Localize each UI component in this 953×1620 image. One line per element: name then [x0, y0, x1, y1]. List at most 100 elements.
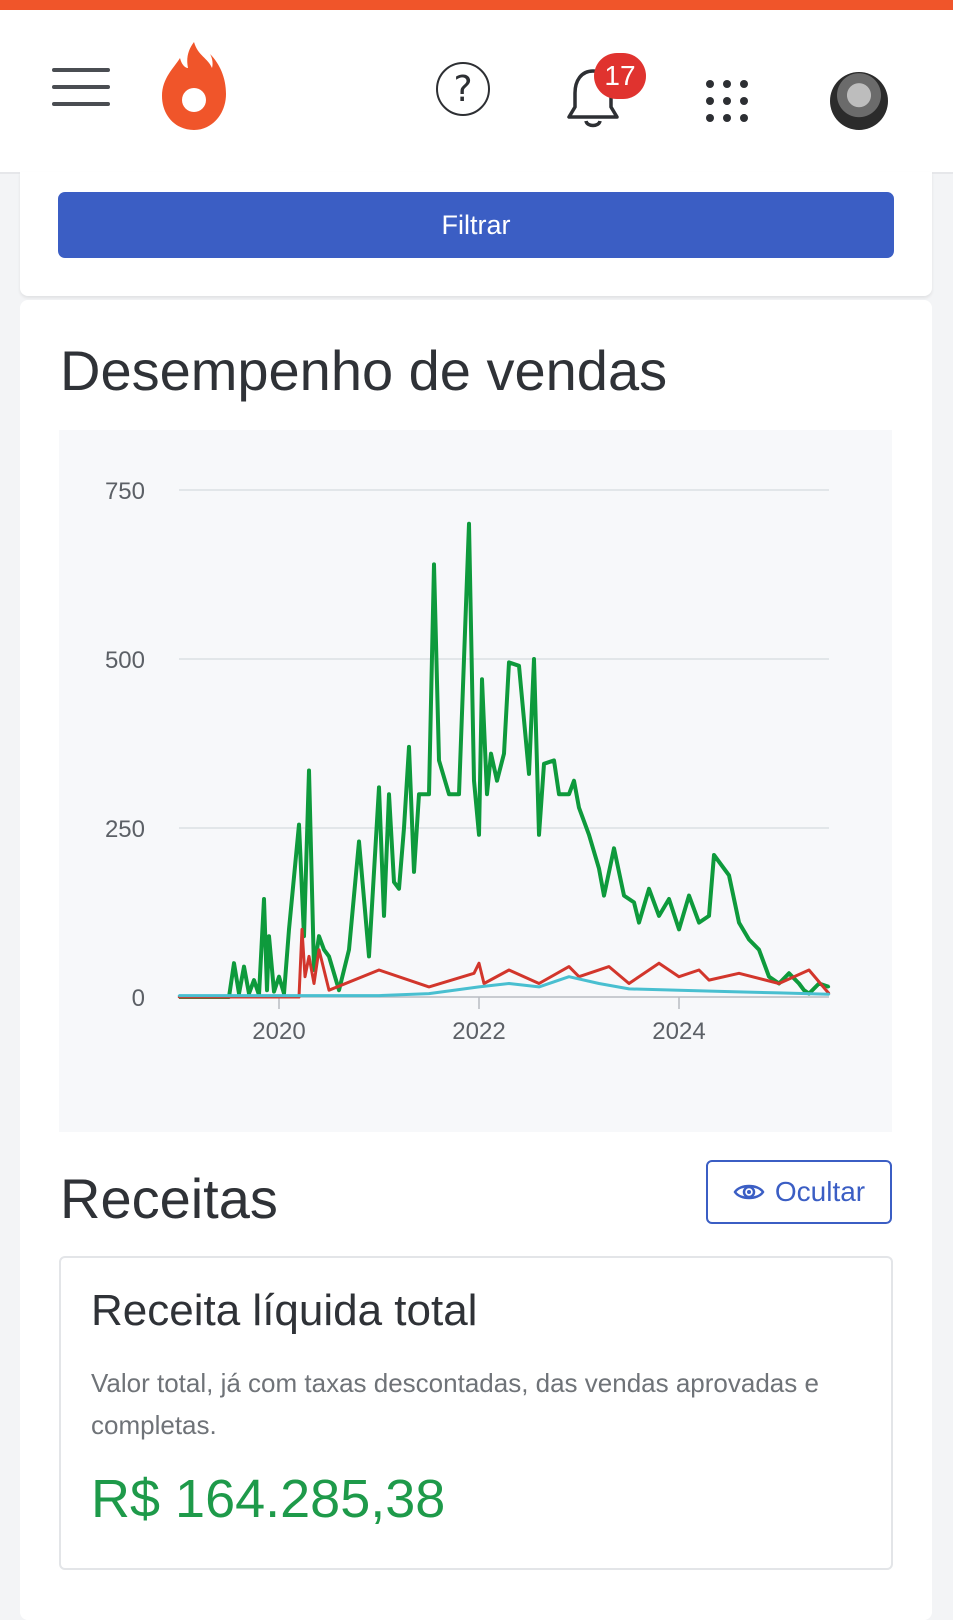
data-point — [657, 962, 661, 965]
data-point — [382, 914, 386, 918]
data-point — [677, 975, 681, 978]
data-point — [467, 522, 471, 525]
data-point — [300, 928, 304, 931]
data-point — [567, 975, 571, 978]
data-point — [777, 982, 781, 985]
apps-grid-icon[interactable] — [706, 80, 750, 124]
data-point — [297, 823, 301, 826]
help-icon[interactable]: ? — [436, 62, 490, 116]
data-point — [477, 833, 481, 836]
data-point — [447, 793, 451, 796]
data-point — [572, 779, 576, 782]
data-point — [737, 972, 741, 975]
data-point — [327, 989, 331, 992]
data-point — [377, 968, 381, 972]
data-point — [437, 759, 441, 762]
data-point — [632, 901, 636, 904]
sales-chart: 750 500 250 0 2020 2022 2024 — [59, 430, 892, 1132]
series-line-1 — [179, 927, 831, 999]
data-point — [777, 991, 781, 995]
data-point — [397, 887, 401, 891]
data-point — [312, 982, 316, 985]
data-point — [707, 978, 711, 982]
data-point — [472, 972, 476, 975]
net-revenue-title: Receita líquida total — [91, 1286, 478, 1335]
sales-performance-title: Desempenho de vendas — [60, 339, 668, 402]
data-point — [337, 989, 341, 992]
data-point — [767, 975, 771, 978]
avatar[interactable] — [830, 72, 888, 130]
data-point — [567, 965, 571, 968]
brand-accent-bar — [0, 0, 953, 10]
hide-values-button[interactable]: Ocultar — [706, 1160, 892, 1224]
sales-chart-svg: 750 500 250 0 2020 2022 2024 — [105, 478, 831, 1045]
data-point — [627, 987, 631, 991]
data-point — [317, 934, 321, 938]
data-point — [477, 985, 481, 989]
data-point — [402, 826, 406, 830]
data-point — [357, 840, 361, 843]
y-tick-label: 250 — [105, 816, 145, 843]
notification-badge: 17 — [594, 53, 646, 99]
data-point — [537, 982, 541, 985]
data-point — [317, 948, 321, 951]
data-point — [807, 968, 811, 972]
data-point — [657, 914, 661, 918]
app-header: ? 17 — [0, 10, 953, 174]
data-point — [322, 948, 326, 951]
data-point — [787, 972, 791, 975]
data-point — [387, 793, 391, 796]
data-point — [622, 894, 626, 897]
fire-logo-icon[interactable] — [160, 38, 228, 134]
data-point — [307, 769, 311, 772]
data-point — [232, 962, 236, 965]
data-point — [427, 992, 431, 995]
data-point — [647, 968, 651, 972]
data-point — [242, 965, 246, 968]
data-point — [577, 806, 581, 809]
menu-icon[interactable] — [52, 68, 110, 112]
data-point — [252, 978, 256, 982]
data-point — [687, 894, 691, 897]
data-point — [827, 993, 831, 996]
data-point — [597, 982, 601, 985]
data-point — [480, 678, 484, 681]
data-point — [407, 745, 411, 749]
data-point — [457, 793, 461, 796]
data-point — [637, 921, 641, 924]
data-point — [802, 989, 806, 992]
data-point — [485, 793, 489, 796]
data-point — [502, 752, 506, 755]
data-point — [507, 968, 511, 972]
data-point — [747, 938, 751, 941]
data-point — [827, 985, 831, 989]
data-point — [607, 965, 611, 968]
x-tick-label: 2024 — [652, 1018, 705, 1045]
data-point — [272, 990, 276, 993]
data-point — [667, 897, 671, 901]
filter-button[interactable]: Filtrar — [58, 192, 894, 258]
data-point — [707, 914, 711, 918]
data-point — [303, 975, 307, 978]
data-point — [432, 563, 436, 566]
data-point — [277, 975, 281, 978]
data-point — [597, 867, 601, 870]
data-point — [697, 921, 701, 924]
data-point — [265, 989, 269, 992]
data-point — [537, 985, 541, 989]
data-point — [507, 982, 511, 985]
data-point — [517, 664, 521, 667]
data-point — [757, 948, 761, 951]
data-point — [532, 657, 536, 661]
data-point — [495, 779, 499, 782]
data-point — [427, 793, 431, 796]
data-point — [677, 989, 681, 992]
data-point — [417, 793, 421, 796]
data-point — [537, 833, 541, 836]
net-revenue-card: Receita líquida total Valor total, já co… — [59, 1256, 893, 1570]
data-point — [287, 928, 291, 931]
data-point — [727, 874, 731, 877]
y-tick-label: 750 — [105, 478, 145, 505]
data-point — [267, 934, 271, 938]
data-point — [177, 994, 181, 997]
